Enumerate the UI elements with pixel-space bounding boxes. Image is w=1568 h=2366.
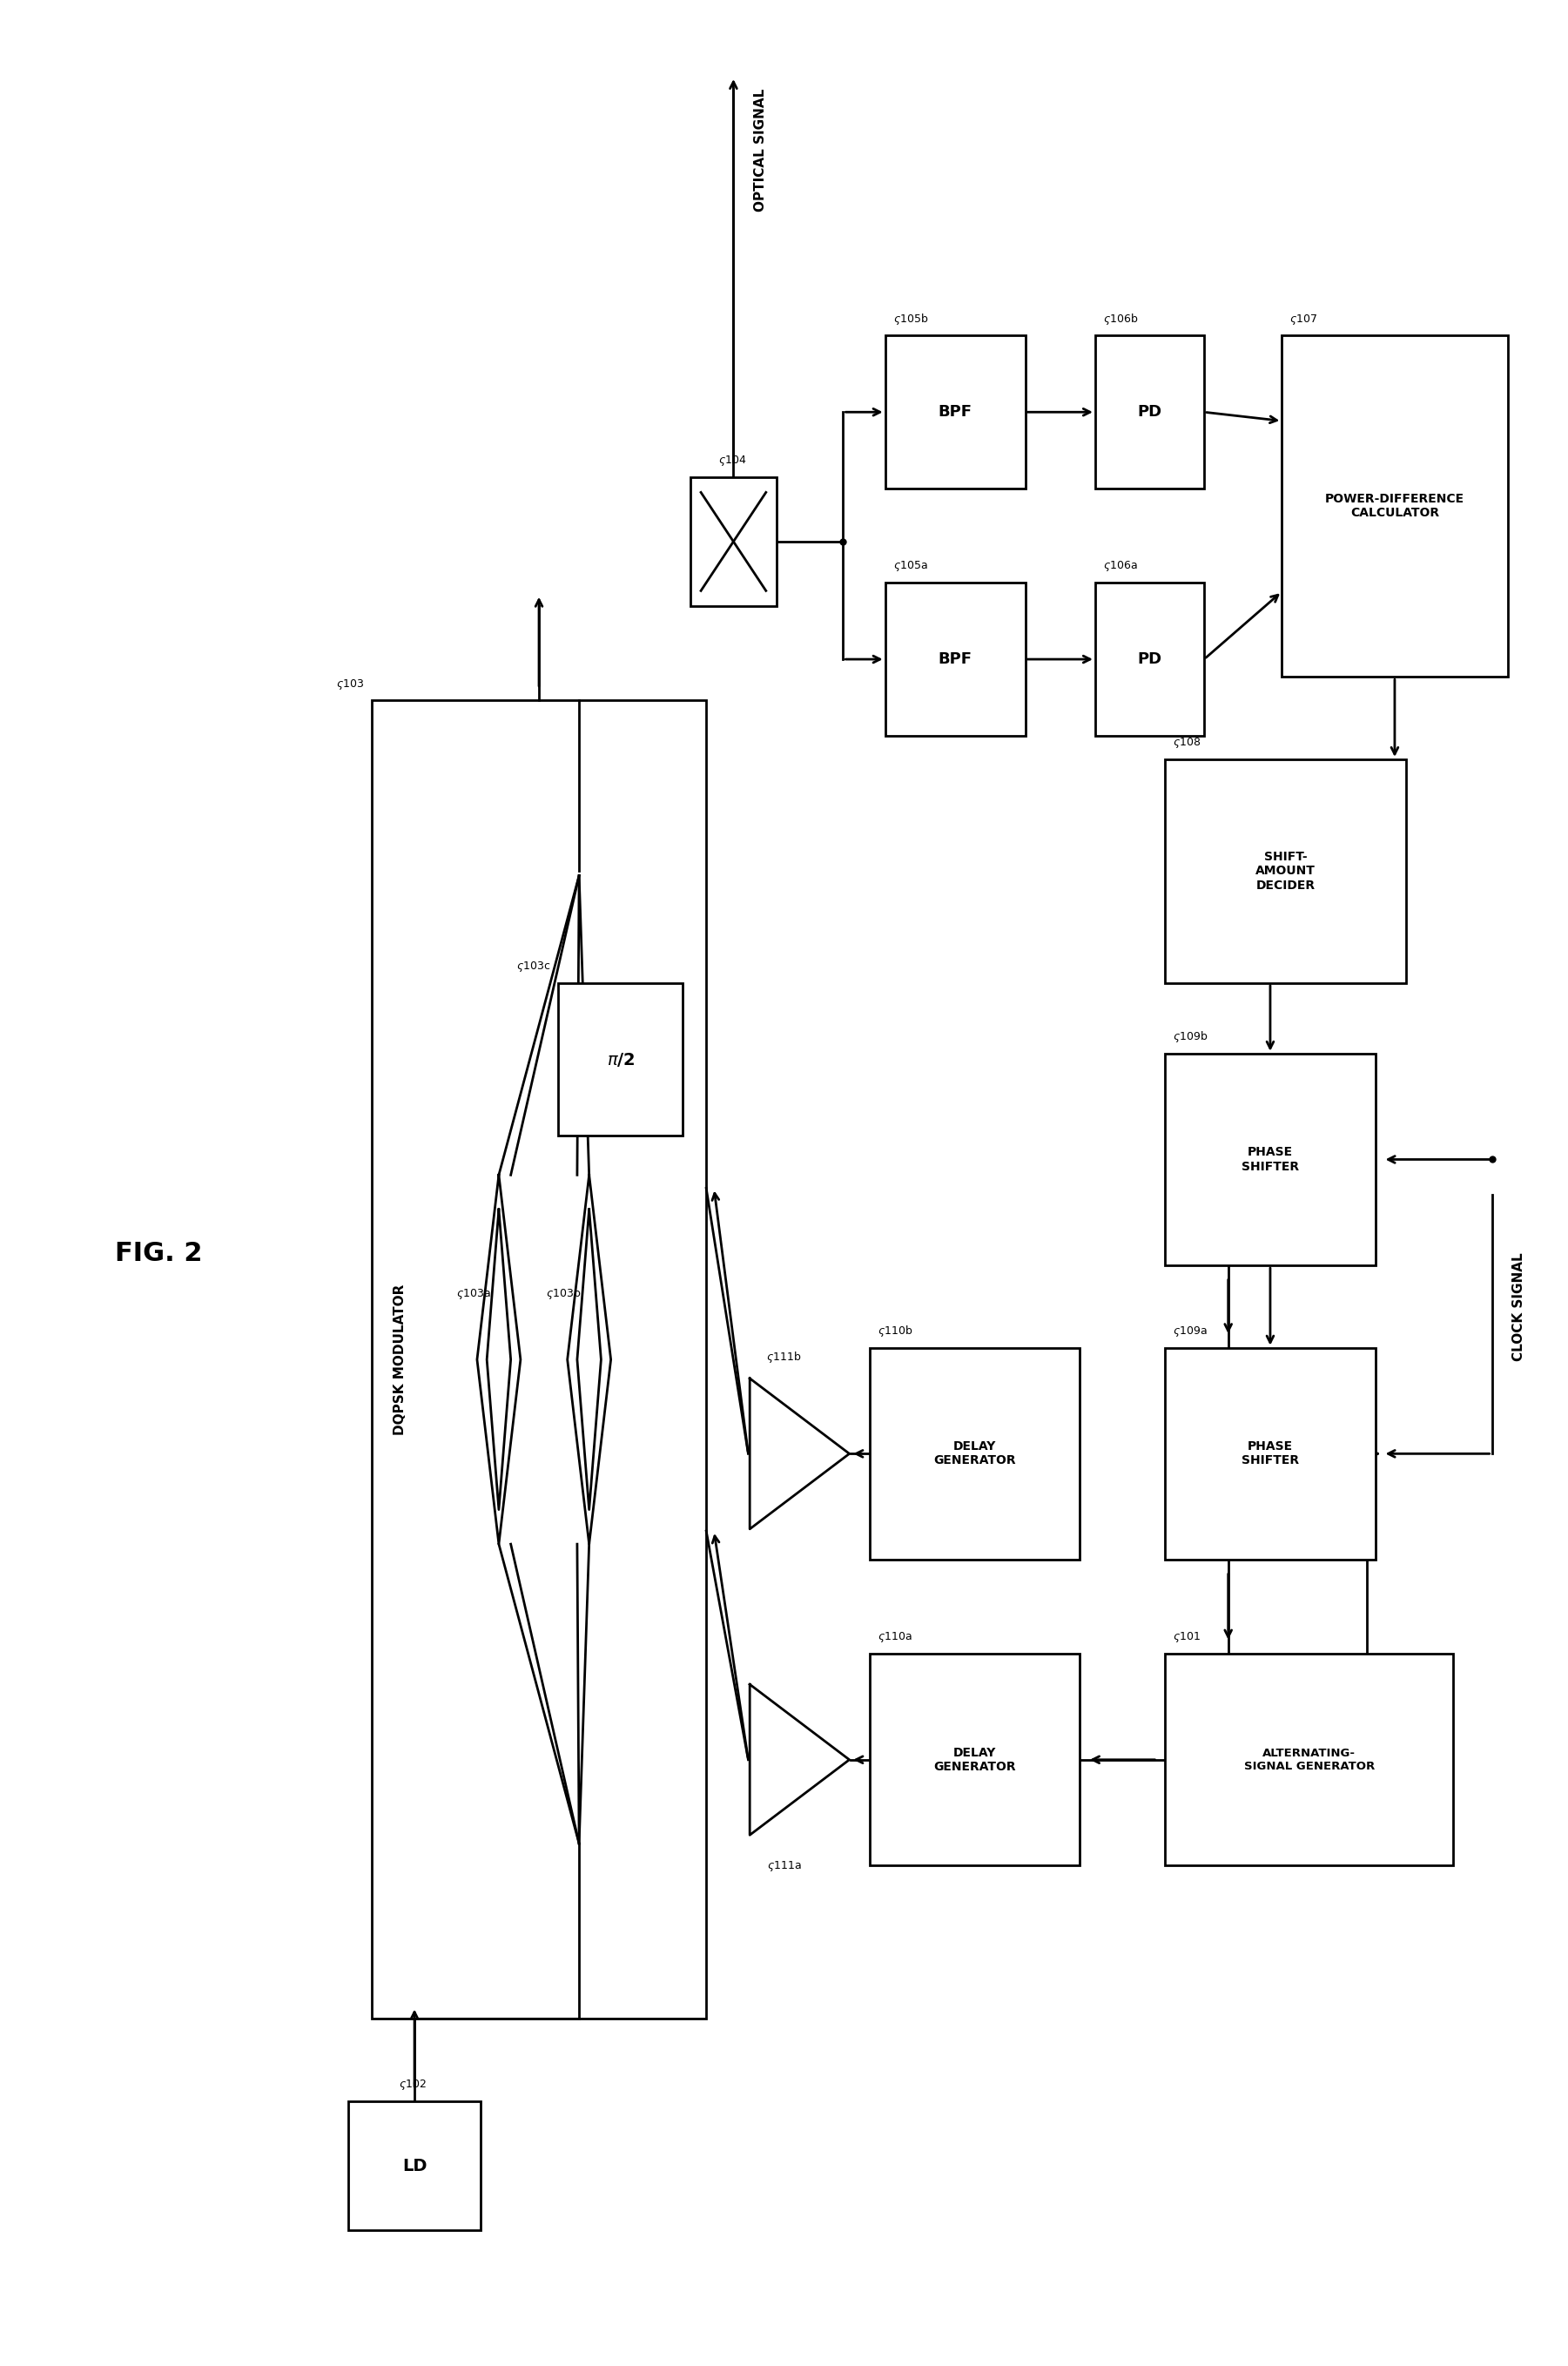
Text: $\varsigma$103c: $\varsigma$103c bbox=[516, 961, 550, 972]
Text: LD: LD bbox=[401, 2158, 426, 2174]
Text: DELAY
GENERATOR: DELAY GENERATOR bbox=[933, 1746, 1016, 1772]
Text: CLOCK SIGNAL: CLOCK SIGNAL bbox=[1512, 1252, 1526, 1360]
FancyBboxPatch shape bbox=[348, 2101, 481, 2231]
Text: $\varsigma$103b: $\varsigma$103b bbox=[546, 1285, 582, 1301]
Text: PD: PD bbox=[1137, 405, 1162, 419]
Text: BPF: BPF bbox=[938, 651, 972, 667]
FancyBboxPatch shape bbox=[1283, 336, 1507, 677]
Text: $\varsigma$102: $\varsigma$102 bbox=[398, 2077, 426, 2092]
Text: DELAY
GENERATOR: DELAY GENERATOR bbox=[933, 1441, 1016, 1467]
FancyBboxPatch shape bbox=[870, 1654, 1080, 1867]
Text: $\varsigma$110b: $\varsigma$110b bbox=[878, 1323, 913, 1339]
FancyBboxPatch shape bbox=[1094, 582, 1204, 736]
Polygon shape bbox=[750, 1685, 850, 1836]
FancyBboxPatch shape bbox=[372, 700, 706, 2018]
Text: $\varsigma$103: $\varsigma$103 bbox=[336, 677, 364, 691]
Text: POWER-DIFFERENCE
CALCULATOR: POWER-DIFFERENCE CALCULATOR bbox=[1325, 492, 1465, 521]
FancyBboxPatch shape bbox=[884, 336, 1025, 490]
Text: PHASE
SHIFTER: PHASE SHIFTER bbox=[1242, 1441, 1298, 1467]
Text: SHIFT-
AMOUNT
DECIDER: SHIFT- AMOUNT DECIDER bbox=[1256, 852, 1316, 892]
Text: $\varsigma$106a: $\varsigma$106a bbox=[1102, 558, 1137, 573]
Text: $\varsigma$109b: $\varsigma$109b bbox=[1173, 1029, 1209, 1043]
FancyBboxPatch shape bbox=[558, 982, 684, 1136]
FancyBboxPatch shape bbox=[1165, 1349, 1375, 1559]
Text: BPF: BPF bbox=[938, 405, 972, 419]
Text: $\varsigma$105b: $\varsigma$105b bbox=[892, 312, 928, 327]
Text: $\varsigma$109a: $\varsigma$109a bbox=[1173, 1325, 1207, 1339]
Polygon shape bbox=[750, 1379, 850, 1528]
FancyBboxPatch shape bbox=[1165, 1053, 1375, 1266]
Text: $\varsigma$101: $\varsigma$101 bbox=[1173, 1630, 1201, 1644]
Text: $\varsigma$108: $\varsigma$108 bbox=[1173, 736, 1201, 750]
Text: $\varsigma$111a: $\varsigma$111a bbox=[767, 1860, 801, 1874]
FancyBboxPatch shape bbox=[690, 478, 776, 606]
Text: $\varsigma$111b: $\varsigma$111b bbox=[767, 1349, 801, 1365]
Text: PHASE
SHIFTER: PHASE SHIFTER bbox=[1242, 1145, 1298, 1174]
Text: $\varsigma$107: $\varsigma$107 bbox=[1289, 312, 1317, 327]
FancyBboxPatch shape bbox=[884, 582, 1025, 736]
Text: $\varsigma$103a: $\varsigma$103a bbox=[456, 1287, 491, 1301]
Text: ALTERNATING-
SIGNAL GENERATOR: ALTERNATING- SIGNAL GENERATOR bbox=[1243, 1748, 1375, 1772]
FancyBboxPatch shape bbox=[1165, 1654, 1454, 1867]
Text: PD: PD bbox=[1137, 651, 1162, 667]
Text: OPTICAL SIGNAL: OPTICAL SIGNAL bbox=[754, 88, 767, 211]
Text: $\varsigma$106b: $\varsigma$106b bbox=[1102, 312, 1138, 327]
Text: $\varsigma$105a: $\varsigma$105a bbox=[892, 558, 928, 573]
Text: $\varsigma$110a: $\varsigma$110a bbox=[878, 1630, 913, 1644]
Text: $\varsigma$104: $\varsigma$104 bbox=[718, 454, 746, 468]
FancyBboxPatch shape bbox=[870, 1349, 1080, 1559]
FancyBboxPatch shape bbox=[1165, 759, 1406, 982]
Text: DQPSK MODULATOR: DQPSK MODULATOR bbox=[394, 1285, 406, 1436]
FancyBboxPatch shape bbox=[1094, 336, 1204, 490]
Text: FIG. 2: FIG. 2 bbox=[114, 1242, 202, 1266]
Text: $\pi$/2: $\pi$/2 bbox=[607, 1051, 635, 1067]
